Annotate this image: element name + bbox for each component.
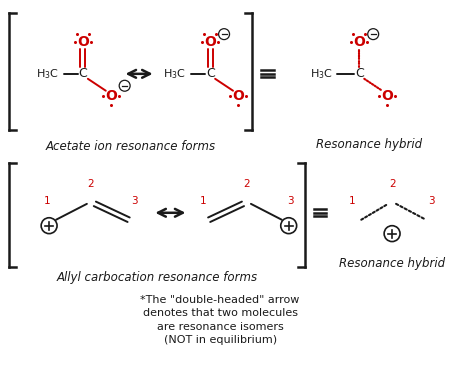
Text: $\mathsf{H_3C}$: $\mathsf{H_3C}$ xyxy=(36,67,59,81)
Text: O: O xyxy=(204,35,216,49)
Text: 2: 2 xyxy=(244,179,250,189)
Text: 3: 3 xyxy=(131,196,138,206)
Text: O: O xyxy=(105,89,117,103)
Text: 1: 1 xyxy=(200,196,207,206)
Text: Acetate ion resonance forms: Acetate ion resonance forms xyxy=(46,140,216,153)
Text: 1: 1 xyxy=(349,196,356,206)
Text: 2: 2 xyxy=(88,179,94,189)
Text: O: O xyxy=(232,89,244,103)
Text: $\mathsf{H_3C}$: $\mathsf{H_3C}$ xyxy=(164,67,186,81)
Text: Resonance hybrid: Resonance hybrid xyxy=(316,138,422,151)
Text: $\mathsf{H_3C}$: $\mathsf{H_3C}$ xyxy=(310,67,332,81)
Text: C: C xyxy=(355,67,364,80)
Text: 3: 3 xyxy=(428,196,435,206)
Text: O: O xyxy=(381,89,393,103)
Text: Resonance hybrid: Resonance hybrid xyxy=(339,258,445,270)
Text: 3: 3 xyxy=(287,196,294,206)
Text: 1: 1 xyxy=(44,196,50,206)
Text: C: C xyxy=(206,67,215,80)
Text: *The "double-headed" arrow
denotes that two molecules
are resonance isomers
(NOT: *The "double-headed" arrow denotes that … xyxy=(140,295,300,345)
Text: O: O xyxy=(353,35,365,49)
Text: O: O xyxy=(77,35,89,49)
Text: Allyl carbocation resonance forms: Allyl carbocation resonance forms xyxy=(57,271,258,284)
Text: C: C xyxy=(79,67,87,80)
Text: 2: 2 xyxy=(389,179,395,189)
